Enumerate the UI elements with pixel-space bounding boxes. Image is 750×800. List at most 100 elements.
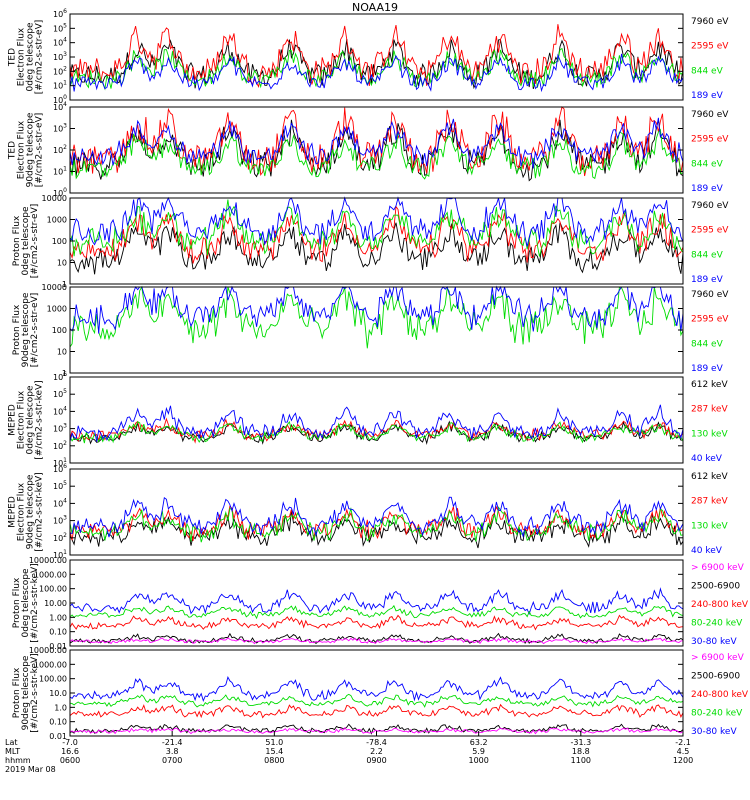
series-612-kev xyxy=(69,510,684,549)
legend-item: 287 keV xyxy=(691,497,728,507)
y-tick-label: 103 xyxy=(53,515,67,526)
series-240-800-kev xyxy=(69,703,684,719)
legend-item: 130 keV xyxy=(691,429,728,439)
legend-item: 2595 eV xyxy=(691,42,729,52)
y-tick-label: 102 xyxy=(53,440,67,451)
y-tick-label: 105 xyxy=(53,388,67,399)
legend-item: 612 keV xyxy=(691,472,728,482)
legend-item: 7960 eV xyxy=(691,290,729,300)
y-axis-label: Proton Flux90deg telescope[#/cm2-s-str-k… xyxy=(12,653,40,732)
y-axis-label: MEPEDElectron Flux0deg telescope[#/cm2-s… xyxy=(8,380,45,459)
y-tick-label: 102 xyxy=(53,144,67,155)
legend-item: 7960 eV xyxy=(691,17,729,27)
y-tick-label: 102 xyxy=(53,532,67,543)
x-tick-label: 3.8 xyxy=(166,747,179,756)
x-tick-label: -31.3 xyxy=(570,738,591,747)
series-130-kev xyxy=(69,420,684,444)
y-tick-label: 100 xyxy=(53,187,67,198)
y-tick-label: 100 xyxy=(52,326,67,335)
series-189-ev xyxy=(69,117,684,169)
y-tick-label: 1 xyxy=(62,280,67,289)
panel-8: 0.01 0.10 1.0 10.0 100.00 1000.00 10000.00Prot… xyxy=(12,646,749,741)
series-80-240-kev xyxy=(69,693,684,708)
y-tick-label: 0.01 xyxy=(49,732,67,741)
x-row-label: 2019 Mar 08 xyxy=(5,765,56,774)
y-tick-label: 10000 xyxy=(42,194,67,203)
y-tick-label: 101 xyxy=(53,166,67,177)
legend-item: 189 eV xyxy=(691,364,724,374)
y-tick-label: 103 xyxy=(53,423,67,434)
x-tick-label: 0900 xyxy=(366,756,386,765)
y-tick-label: 1000.00 xyxy=(34,660,67,669)
y-tick-label: 104 xyxy=(53,497,67,508)
legend-item: 80-240 keV xyxy=(691,709,743,719)
series-844-ev xyxy=(69,128,684,180)
y-axis-label: Proton Flux0deg telescope[#/cm2-s-str-ke… xyxy=(12,563,40,642)
y-tick-label: 10000.00 xyxy=(29,646,67,655)
legend-item: 80-240 keV xyxy=(691,619,743,629)
y-tick-label: 1 xyxy=(62,369,67,378)
series-189-ev xyxy=(69,196,684,247)
legend-item: 30-80 keV xyxy=(691,727,737,737)
series-189-ev xyxy=(69,53,684,93)
x-tick-label: 1200 xyxy=(673,756,693,765)
y-tick-label: 0.10 xyxy=(49,628,67,637)
x-row-label: hhmm xyxy=(5,756,31,765)
series-2500-6900 xyxy=(69,632,684,645)
x-tick-label: 1100 xyxy=(571,756,591,765)
legend-item: 189 eV xyxy=(691,91,724,101)
y-axis-label: Proton Flux90deg telescope[#/cm2-s-str-e… xyxy=(12,292,40,367)
y-tick-label: 101 xyxy=(53,80,67,91)
y-tick-label: 0.10 xyxy=(49,718,67,727)
y-tick-label: 0.01 xyxy=(49,642,67,651)
legend-item: 2500-6900 xyxy=(691,582,740,592)
y-tick-label: 1000 xyxy=(47,216,67,225)
series-612-kev xyxy=(69,420,684,445)
series-844-ev xyxy=(69,199,684,257)
series-2595-ev xyxy=(69,24,684,88)
legend-item: 844 eV xyxy=(691,66,724,76)
y-tick-label: 106 xyxy=(53,8,67,19)
x-tick-label: -7.0 xyxy=(62,738,78,747)
y-tick-label: 100.00 xyxy=(39,585,67,594)
series-30-80-kev xyxy=(69,587,684,616)
y-axis-label: MEPEDElectron Flux90deg telescope[#/cm2-… xyxy=(8,472,45,551)
y-tick-label: 10000.00 xyxy=(29,556,67,565)
y-tick-label: 104 xyxy=(53,405,67,416)
legend-item: 2500-6900 xyxy=(691,672,740,682)
x-tick-label: -2.1 xyxy=(675,738,691,747)
y-axis-label: Proton Flux0deg telescope[#/cm2-s-str-eV… xyxy=(12,204,40,279)
series-240-800-kev xyxy=(69,614,684,631)
y-tick-label: 104 xyxy=(53,37,67,48)
series-40-kev xyxy=(69,404,684,442)
x-tick-label: 16.6 xyxy=(61,747,79,756)
series-2595-ev xyxy=(69,205,684,264)
panel-5: 101 102 103 104 105 106 MEPEDElectron Flux0deg… xyxy=(8,371,729,468)
legend-item: 240-800 keV xyxy=(691,600,749,610)
y-tick-label: 103 xyxy=(53,123,67,134)
panel-frame xyxy=(69,649,684,737)
series--6900-kev xyxy=(69,637,684,645)
x-tick-label: 63.2 xyxy=(470,738,488,747)
plot-title: NOAA19 xyxy=(351,1,399,14)
y-tick-label: 1.00 xyxy=(49,613,67,622)
legend-item: 7960 eV xyxy=(691,201,729,211)
x-tick-label: 0600 xyxy=(60,756,80,765)
legend-item: 40 keV xyxy=(691,546,723,556)
legend-item: 189 eV xyxy=(691,275,724,285)
legend-item: 287 keV xyxy=(691,405,728,415)
panel-frame xyxy=(69,559,684,647)
legend-item: 240-800 keV xyxy=(691,690,749,700)
y-tick-label: 101 xyxy=(53,549,67,560)
y-tick-label: 10 xyxy=(57,348,67,357)
x-tick-label: -21.4 xyxy=(162,738,183,747)
series-844-ev xyxy=(69,285,684,349)
y-axis-label: TEDElectron Flux0deg telescope[#/cm2-s-s… xyxy=(8,20,45,95)
x-tick-label: 51.0 xyxy=(265,738,283,747)
legend-item: 612 keV xyxy=(691,380,728,390)
legend-item: 2595 eV xyxy=(691,315,729,325)
series-80-240-kev xyxy=(69,604,684,620)
